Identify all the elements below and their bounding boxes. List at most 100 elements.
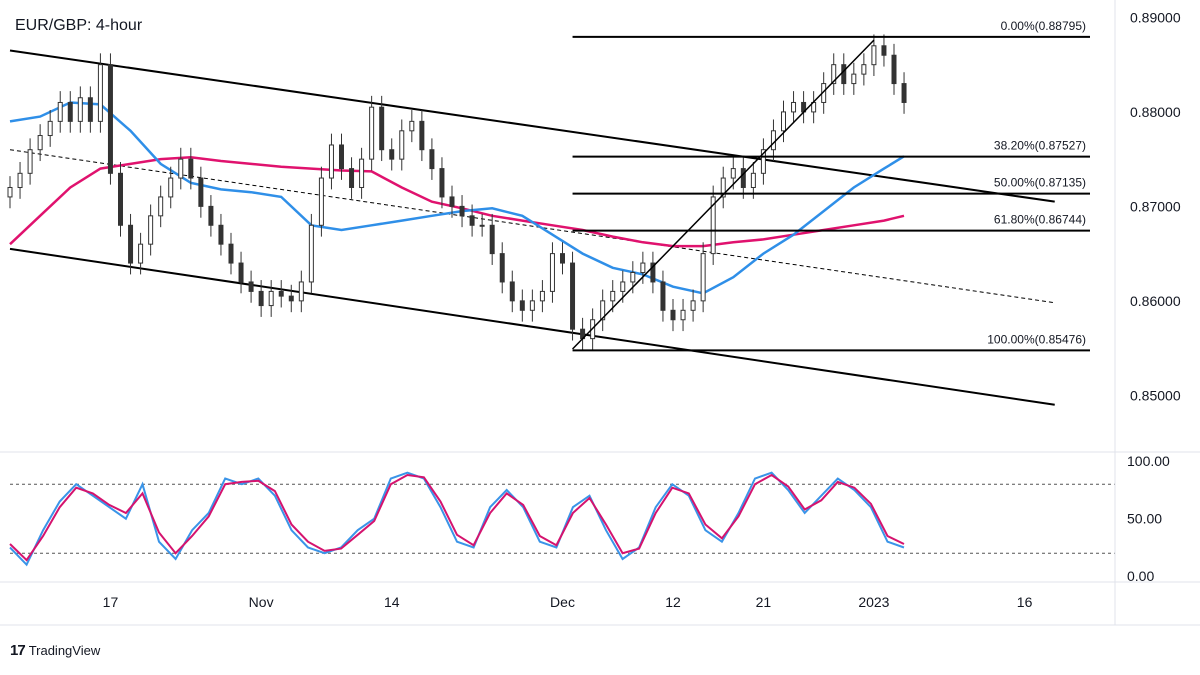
candle-body (881, 45, 887, 56)
candle-body (730, 168, 736, 179)
candle-body (740, 168, 746, 188)
candle (328, 133, 334, 190)
candle-body (148, 215, 154, 245)
candle (57, 91, 63, 133)
candle (148, 204, 154, 256)
candle (107, 53, 113, 185)
sma-magenta-line (9, 156, 905, 248)
candle (118, 161, 123, 237)
candle (97, 53, 103, 133)
stoch-d-line (9, 473, 905, 562)
stoch-tick-label: 50.00 (1127, 511, 1162, 527)
candle (499, 242, 505, 294)
candle-body (7, 186, 13, 198)
candle (871, 34, 877, 77)
candle-body (37, 135, 43, 151)
candle-body (298, 281, 304, 302)
candle-body (308, 224, 314, 283)
candle (519, 289, 525, 322)
candle-body (87, 97, 93, 122)
candle (128, 213, 134, 275)
price-tick-label: 0.85000 (1130, 387, 1181, 403)
fib-level-label: 61.80%(0.86744) (994, 213, 1086, 227)
candle (198, 166, 204, 218)
candle-body (67, 101, 73, 122)
candle-body (539, 290, 545, 302)
main-pane: 0.00%(0.88795) 38.20%(0.87527) 50.00%(0.87… (7, 19, 1090, 406)
candle-body (118, 172, 123, 226)
candle (349, 157, 355, 199)
candle (37, 124, 43, 162)
candle (670, 298, 676, 332)
channel-mid-line (9, 149, 1055, 304)
candle (660, 270, 666, 322)
time-tick-label: 12 (665, 594, 681, 610)
candle-body (449, 196, 455, 207)
candle (600, 289, 606, 332)
candle-body (791, 101, 797, 113)
candle (288, 284, 294, 313)
time-tick-label: 14 (384, 594, 400, 610)
candle (851, 62, 857, 95)
candle (409, 110, 415, 143)
candle-body (600, 300, 606, 321)
axes: 0.89000 0.88000 0.87000 0.86000 0.85000 17 Nov… (0, 0, 1200, 626)
candle-body (27, 149, 33, 174)
candle (831, 53, 837, 95)
candle-body (268, 290, 274, 307)
candle-body (700, 253, 706, 302)
candle (248, 270, 254, 303)
candle-body (529, 300, 535, 311)
candle-body (379, 106, 385, 151)
candle (379, 95, 385, 162)
candle (268, 280, 274, 317)
time-tick-label: 16 (1017, 594, 1033, 610)
candle (87, 86, 93, 133)
candle-body (690, 300, 696, 311)
price-tick-label: 0.89000 (1130, 9, 1181, 25)
candle-body (369, 106, 375, 160)
price-chart[interactable]: 0.00%(0.88795) 38.20%(0.87527) 50.00%(0.87… (0, 0, 1200, 630)
candle-body (198, 177, 204, 207)
candle (901, 72, 907, 114)
candle (680, 298, 686, 332)
candle-body (178, 158, 184, 179)
candle (17, 161, 23, 199)
candle (811, 91, 817, 124)
candle (429, 138, 435, 180)
candle-body (660, 281, 666, 311)
stoch-tick-label: 0.00 (1127, 568, 1154, 584)
candle (801, 91, 807, 124)
time-tick-label: 21 (756, 594, 772, 610)
candle-body (17, 172, 23, 188)
candle (77, 86, 83, 133)
fib-trend-line (572, 39, 875, 350)
candle (539, 280, 545, 313)
candle-body (419, 120, 425, 151)
candle-body (158, 196, 164, 217)
fib-level-label: 0.00%(0.88795) (1001, 19, 1086, 33)
candle-body (168, 177, 174, 198)
time-tick-label: 2023 (858, 594, 889, 610)
candle-body (328, 144, 334, 179)
candle-body (499, 253, 505, 283)
candle (258, 280, 264, 317)
stoch-tick-label: 100.00 (1127, 453, 1170, 469)
candle (740, 157, 746, 199)
time-tick-label: Dec (550, 594, 575, 610)
candle (47, 110, 53, 147)
candle (489, 213, 495, 265)
candle-body (469, 215, 475, 226)
candle (158, 185, 164, 228)
candle (339, 133, 344, 180)
fib-level-label: 50.00%(0.87135) (994, 176, 1086, 190)
candle (459, 195, 465, 228)
price-tick-label: 0.88000 (1130, 104, 1181, 120)
candle (359, 147, 365, 199)
tradingview-logo-icon: 17 (10, 641, 26, 659)
candle (529, 289, 535, 322)
tradingview-brand[interactable]: 17 TradingView (10, 640, 100, 660)
candle (138, 232, 144, 275)
sma-blue-line (9, 101, 905, 295)
candle-body (459, 205, 465, 217)
